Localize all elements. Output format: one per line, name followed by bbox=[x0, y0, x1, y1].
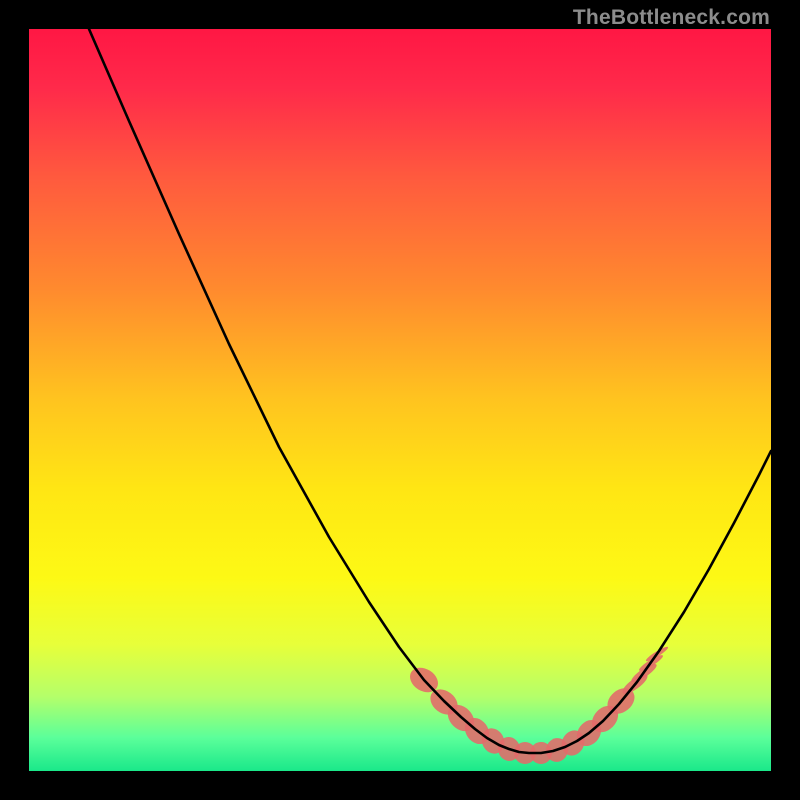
chart-frame: TheBottleneck.com bbox=[0, 0, 800, 800]
bottleneck-curve bbox=[89, 29, 771, 753]
curve-layer bbox=[29, 29, 771, 771]
plot-area bbox=[29, 29, 771, 771]
watermark-text: TheBottleneck.com bbox=[573, 6, 770, 30]
marker-group bbox=[405, 645, 669, 765]
